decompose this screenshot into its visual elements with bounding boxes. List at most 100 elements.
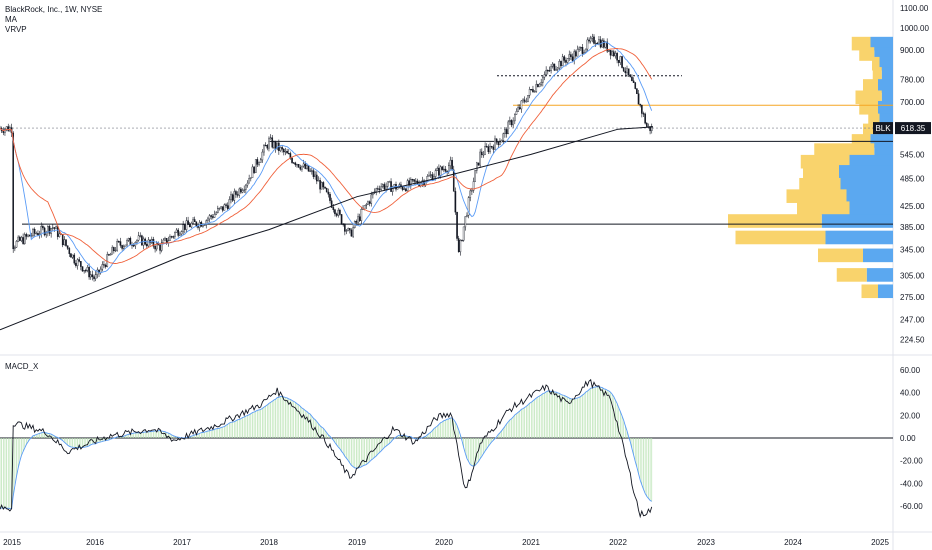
candle-body xyxy=(451,159,453,171)
candle-body xyxy=(170,236,173,238)
candle-body xyxy=(570,54,572,57)
macd-line xyxy=(0,378,653,519)
candle-body xyxy=(236,194,239,196)
candle-body xyxy=(172,236,175,238)
candle-body xyxy=(114,249,117,252)
ma-mid-line xyxy=(0,48,653,264)
y-tick-label: 545.00 xyxy=(900,150,925,159)
candle-body xyxy=(431,174,434,181)
x-tick-label: 2016 xyxy=(86,538,104,547)
candle-body xyxy=(457,238,460,253)
candle-body xyxy=(111,247,113,255)
candle-body xyxy=(485,146,488,148)
x-tick-label: 2015 xyxy=(3,538,21,547)
candle-body xyxy=(349,228,351,231)
candle-body xyxy=(91,274,94,277)
candle-body xyxy=(365,204,368,206)
profile-bar-up xyxy=(735,230,826,245)
candle-body xyxy=(368,201,371,204)
candle-body xyxy=(299,166,302,170)
candle-body xyxy=(37,233,39,236)
candle-body xyxy=(139,235,142,237)
chart-legend: BlackRock, Inc., 1W, NYSE MA VRVP xyxy=(5,5,102,35)
x-tick-label: 2021 xyxy=(522,538,540,547)
indicator-vrvp[interactable]: VRVP xyxy=(5,25,27,34)
candle-body xyxy=(609,49,612,56)
candle-body xyxy=(126,240,128,246)
macd-tick-label: -40.00 xyxy=(900,479,923,488)
candle-body xyxy=(109,254,112,256)
candle-body xyxy=(185,220,188,230)
macd-tick-label: 40.00 xyxy=(900,389,921,398)
candle-body xyxy=(225,204,227,206)
candle-body xyxy=(535,84,538,92)
candle-body xyxy=(360,209,363,221)
candle-body xyxy=(55,226,57,229)
candle-body xyxy=(586,39,589,50)
candle-body xyxy=(202,225,204,227)
candle-body xyxy=(550,66,552,71)
candle-body xyxy=(492,146,495,150)
candle-body xyxy=(375,188,378,192)
candle-body xyxy=(304,163,307,169)
candle-body xyxy=(80,261,82,267)
candle-body xyxy=(218,207,221,210)
candle-body xyxy=(363,205,366,210)
candle-body xyxy=(512,120,514,126)
candle-body xyxy=(537,84,539,88)
candle-body xyxy=(169,236,171,241)
candle-body xyxy=(469,190,472,198)
profile-bar-down xyxy=(825,230,893,245)
candle-body xyxy=(650,126,653,131)
candle-body xyxy=(588,39,590,42)
candle-body xyxy=(385,186,387,190)
y-tick-label: 305.00 xyxy=(900,271,925,280)
candle-body xyxy=(94,274,97,279)
candle-body xyxy=(302,163,305,167)
profile-bar-down xyxy=(870,36,893,51)
x-tick-label: 2022 xyxy=(609,538,627,547)
x-tick-label: 2023 xyxy=(697,538,715,547)
candle-body xyxy=(137,235,140,241)
macd-label[interactable]: MACD_X xyxy=(5,362,39,371)
candle-body xyxy=(560,61,562,67)
candle-body xyxy=(256,159,259,165)
candle-body xyxy=(212,216,214,218)
candle-body xyxy=(103,264,105,266)
candle-body xyxy=(565,60,567,63)
candle-body xyxy=(81,266,84,272)
candle-body xyxy=(362,208,364,210)
candle-body xyxy=(108,254,110,256)
candle-body xyxy=(27,234,29,237)
candle-body xyxy=(311,170,313,172)
symbol-title[interactable]: BlackRock, Inc., 1W, NYSE xyxy=(5,5,103,14)
profile-bar-up xyxy=(728,214,822,228)
candle-body xyxy=(522,99,524,102)
profile-bar-up xyxy=(863,79,878,93)
candle-body xyxy=(434,170,437,177)
y-tick-label: 247.00 xyxy=(900,315,925,324)
candle-body xyxy=(113,247,115,252)
macd-tick-label: 0.00 xyxy=(900,434,916,443)
candle-body xyxy=(548,70,551,72)
candle-body xyxy=(154,246,156,250)
candle-body xyxy=(297,164,300,168)
candle-body xyxy=(523,99,526,102)
profile-bar-up xyxy=(868,113,880,128)
symbol-badge-text: BLK xyxy=(875,124,891,133)
candle-body xyxy=(213,214,216,218)
indicator-ma[interactable]: MA xyxy=(5,15,17,24)
candle-body xyxy=(261,151,264,161)
candle-body xyxy=(292,162,295,164)
candle-body xyxy=(626,68,628,74)
candle-body xyxy=(378,188,381,190)
candle-body xyxy=(96,269,99,275)
candle-body xyxy=(611,51,613,56)
candle-body xyxy=(499,141,501,145)
candle-body xyxy=(268,138,270,149)
profile-bar-up xyxy=(851,36,871,51)
candle-body xyxy=(472,181,475,191)
candle-body xyxy=(28,234,31,237)
candle-body xyxy=(7,126,10,132)
